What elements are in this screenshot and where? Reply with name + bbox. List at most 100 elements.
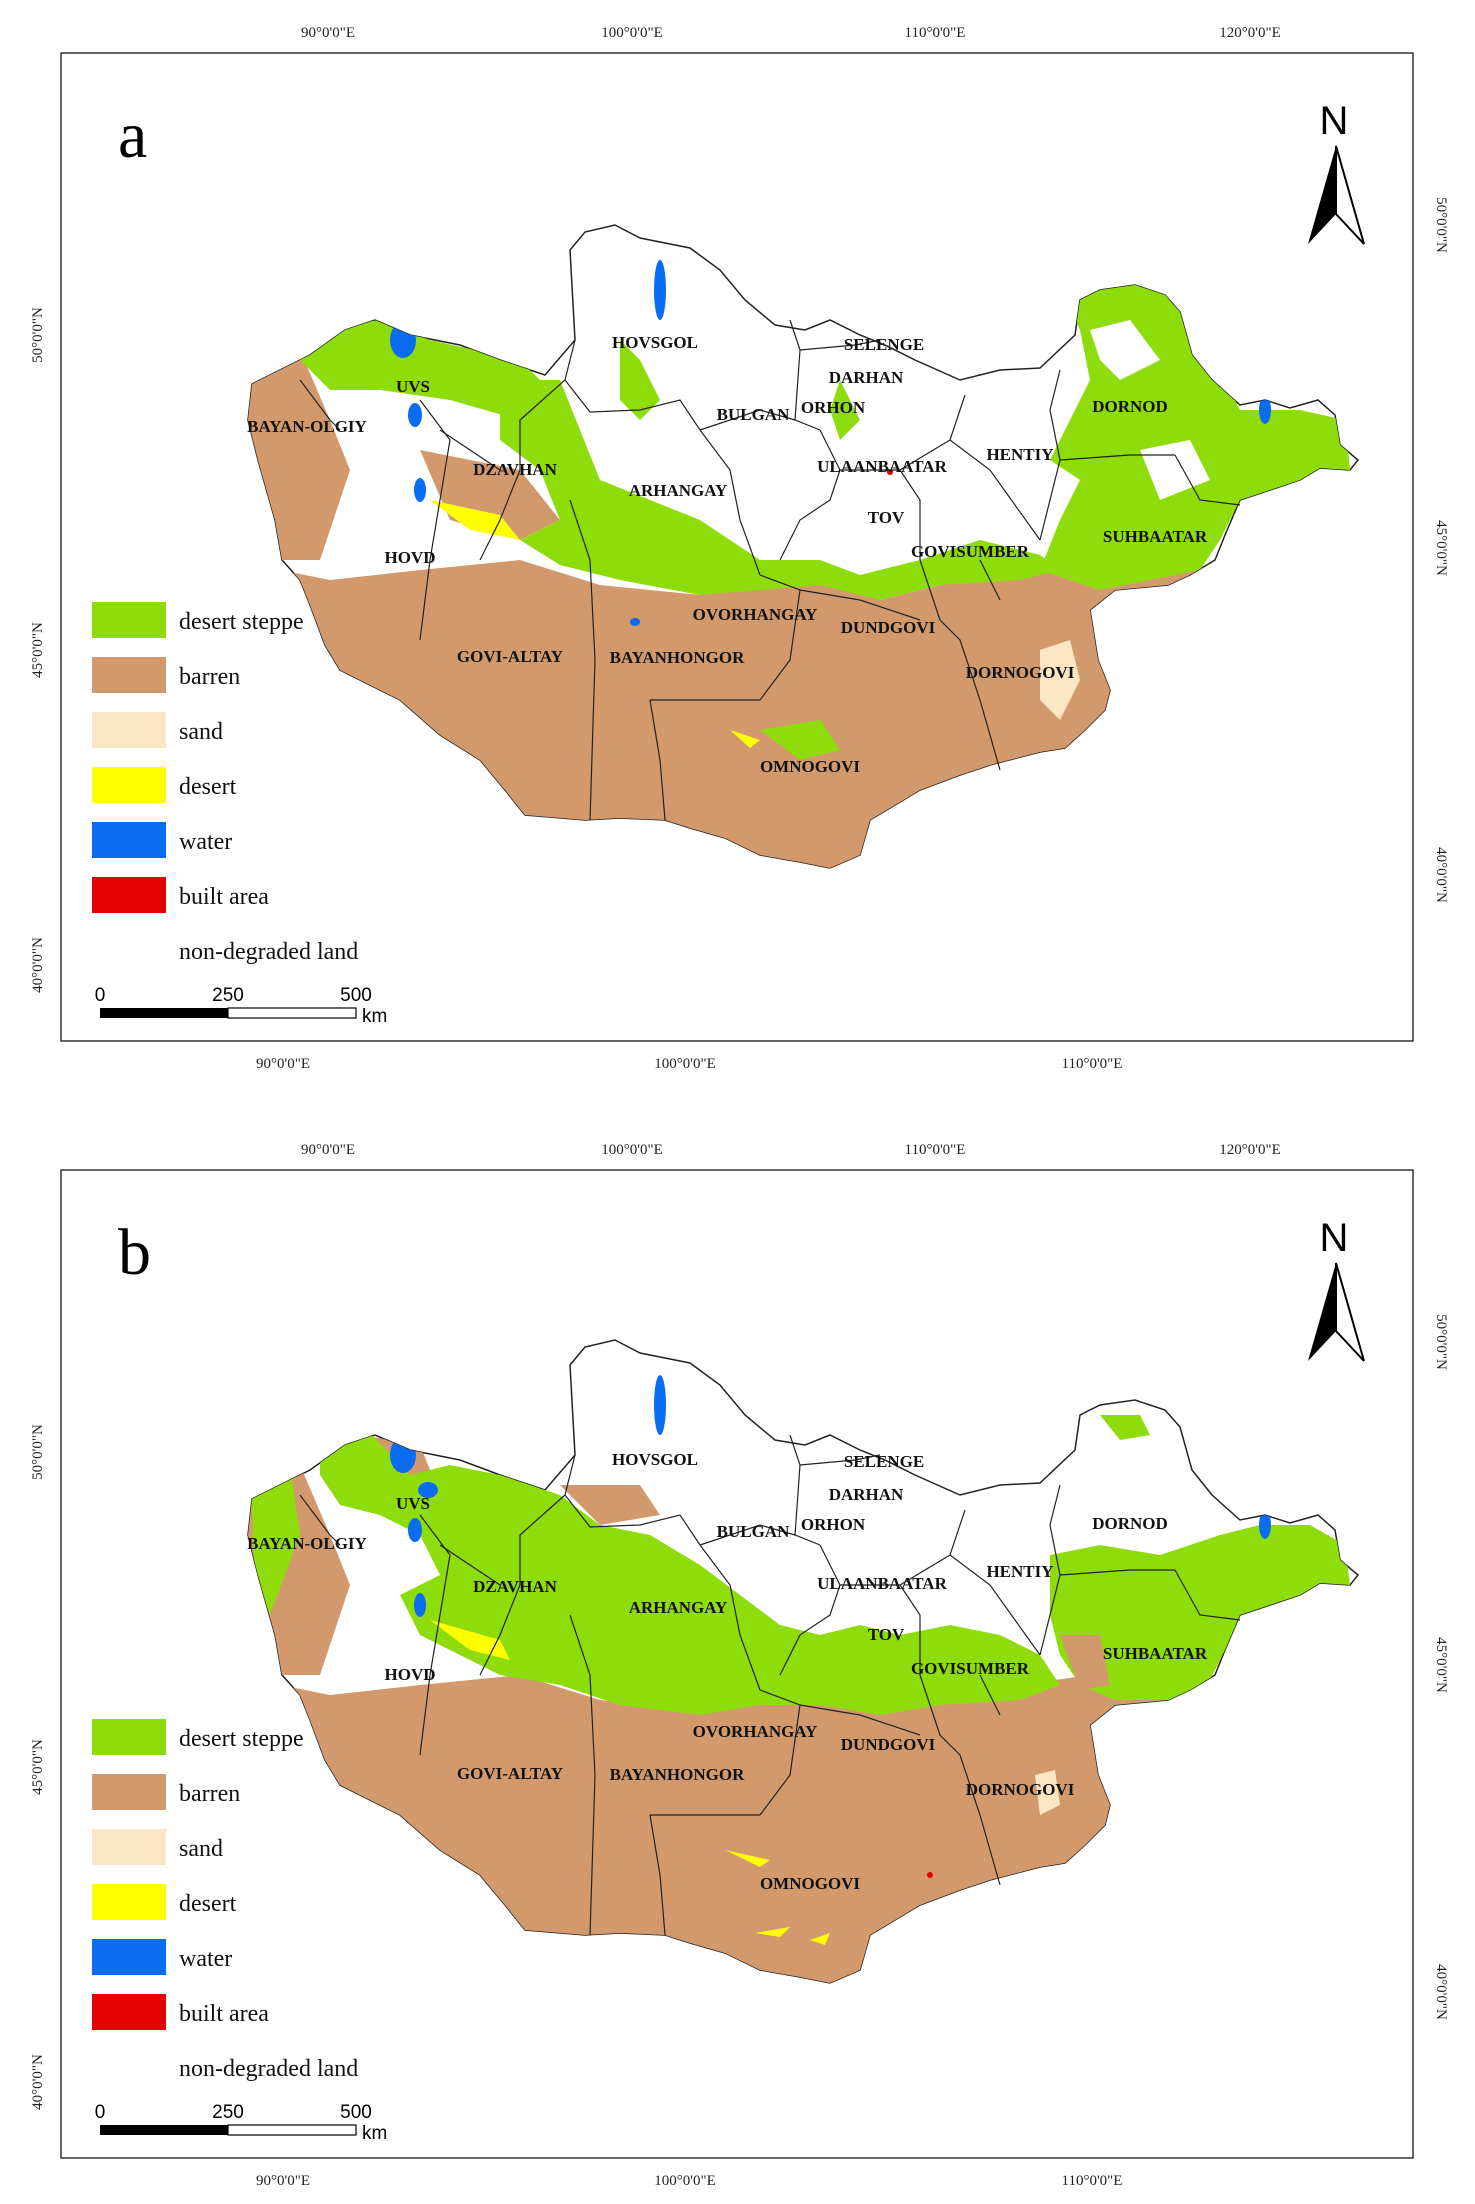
lat-label-left: 40°0'0"N bbox=[30, 937, 46, 993]
scale-bar: 0 250 500 km bbox=[95, 985, 388, 1027]
province-label: DORNOGOVI bbox=[966, 1780, 1075, 1799]
lat-label-right: 40°0'0"N bbox=[1433, 1964, 1449, 2020]
desert-steppe-area bbox=[500, 380, 1060, 600]
lat-label-right: 45°0'0"N bbox=[1433, 1637, 1449, 1693]
legend: desert steppe barren sand desert water b… bbox=[92, 602, 358, 968]
desert-area bbox=[755, 1927, 790, 1937]
province-label: BAYAN-OLGIY bbox=[247, 417, 367, 436]
legend-swatch bbox=[92, 657, 166, 693]
scale-label: 250 bbox=[212, 2102, 244, 2123]
legend-label: built area bbox=[179, 884, 269, 910]
province-label: DUNDGOVI bbox=[841, 1735, 936, 1754]
lon-label-bottom: 110°0'0"E bbox=[1062, 1056, 1123, 1072]
lon-label-top: 110°0'0"E bbox=[905, 1142, 966, 1158]
desert-steppe-area bbox=[830, 380, 860, 440]
desert-steppe-area bbox=[760, 720, 840, 760]
water-body bbox=[418, 1482, 438, 1498]
province-label: GOVI-ALTAY bbox=[457, 647, 563, 666]
lon-label-bottom: 100°0'0"E bbox=[654, 2173, 716, 2189]
legend-swatch bbox=[92, 932, 166, 968]
legend-label: non-degraded land bbox=[179, 2056, 358, 2082]
svg-text:N: N bbox=[1320, 99, 1349, 143]
legend-label: water bbox=[179, 1946, 232, 1972]
province-label: OVORHANGAY bbox=[693, 1722, 818, 1741]
legend-label: built area bbox=[179, 2001, 269, 2027]
legend-label: barren bbox=[179, 1781, 240, 1807]
province-label: HOVSGOL bbox=[612, 1450, 698, 1469]
scale-bar: 0 250 500 km bbox=[95, 2102, 388, 2144]
lon-label-bottom: 100°0'0"E bbox=[654, 1056, 716, 1072]
lon-label-top: 100°0'0"E bbox=[601, 25, 663, 41]
province-label: TOV bbox=[868, 508, 905, 527]
province-label: ARHANGAY bbox=[629, 481, 728, 500]
scale-label: 250 bbox=[212, 985, 244, 1006]
desert-steppe-area bbox=[320, 1433, 1060, 1715]
province-label: SELENGE bbox=[844, 1452, 924, 1471]
sand-area bbox=[1040, 640, 1080, 720]
province-boundaries bbox=[299, 1434, 1241, 1936]
sand-area bbox=[1035, 1770, 1060, 1815]
province-label: ORHON bbox=[801, 1515, 866, 1534]
desert-steppe-area bbox=[250, 1465, 300, 1615]
province-label: ULAANBAATAR bbox=[817, 457, 947, 476]
map-panel-b: 90°0'0"E 100°0'0"E 110°0'0"E 120°0'0"E 9… bbox=[30, 1142, 1449, 2189]
province-label: OMNOGOVI bbox=[760, 1874, 860, 1893]
water-body bbox=[408, 1518, 422, 1542]
legend-label: non-degraded land bbox=[179, 939, 358, 965]
legend-label: desert steppe bbox=[179, 1726, 304, 1752]
legend-swatch bbox=[92, 767, 166, 803]
lat-label-right: 50°0'0"N bbox=[1433, 197, 1449, 253]
province-label: DUNDGOVI bbox=[841, 618, 936, 637]
province-label: DARHAN bbox=[829, 1485, 904, 1504]
desert-area bbox=[430, 500, 520, 540]
water-body bbox=[1259, 396, 1271, 424]
built-area bbox=[927, 1872, 933, 1878]
legend-label: desert bbox=[179, 774, 237, 800]
water-body bbox=[630, 618, 640, 626]
non-degraded-area bbox=[1090, 320, 1160, 380]
lat-label-left: 50°0'0"N bbox=[30, 1424, 46, 1480]
province-label: HENTIY bbox=[986, 1562, 1053, 1581]
lat-label-right: 45°0'0"N bbox=[1433, 520, 1449, 576]
lon-label-top: 100°0'0"E bbox=[601, 1142, 663, 1158]
province-label: BAYANHONGOR bbox=[610, 648, 745, 667]
province-label: HOVSGOL bbox=[612, 333, 698, 352]
scale-unit: km bbox=[362, 1006, 387, 1027]
north-arrow-icon: N bbox=[1308, 99, 1365, 245]
legend-swatch bbox=[92, 602, 166, 638]
legend-swatch bbox=[92, 822, 166, 858]
svg-text:N: N bbox=[1320, 1216, 1349, 1260]
province-label: ULAANBAATAR bbox=[817, 1574, 947, 1593]
panel-letter: b bbox=[118, 1216, 151, 1289]
desert-steppe-area bbox=[300, 320, 560, 420]
legend-swatch bbox=[92, 1939, 166, 1975]
legend-label: sand bbox=[179, 719, 223, 745]
desert-steppe-area bbox=[1050, 1525, 1350, 1700]
province-label: BULGAN bbox=[717, 405, 790, 424]
province-label: BULGAN bbox=[717, 1522, 790, 1541]
map-frame bbox=[60, 1169, 1414, 2159]
desert-steppe-area bbox=[620, 340, 660, 420]
province-label: GOVISUMBER bbox=[911, 1659, 1030, 1678]
province-label: DARHAN bbox=[829, 368, 904, 387]
map-panel-a: 90°0'0"E 100°0'0"E 110°0'0"E 120°0'0"E 9… bbox=[30, 25, 1449, 1072]
barren-area bbox=[560, 1485, 660, 1525]
province-label: GOVI-ALTAY bbox=[457, 1764, 563, 1783]
province-label: UVS bbox=[396, 1494, 430, 1513]
legend-swatch bbox=[92, 1884, 166, 1920]
legend-swatch bbox=[92, 1994, 166, 2030]
province-boundaries bbox=[299, 319, 1241, 821]
north-arrow-icon: N bbox=[1308, 1216, 1365, 1362]
water-body bbox=[654, 1375, 666, 1435]
legend-label: sand bbox=[179, 1836, 223, 1862]
scale-label: 0 bbox=[95, 985, 106, 1006]
panel-letter: a bbox=[118, 99, 147, 172]
legend-label: desert bbox=[179, 1891, 237, 1917]
province-label: SELENGE bbox=[844, 335, 924, 354]
province-label: ARHANGAY bbox=[629, 1598, 728, 1617]
legend-swatch bbox=[92, 1774, 166, 1810]
water-body bbox=[408, 403, 422, 427]
scale-unit: km bbox=[362, 2123, 387, 2144]
province-label: OMNOGOVI bbox=[760, 757, 860, 776]
province-label: ORHON bbox=[801, 398, 866, 417]
